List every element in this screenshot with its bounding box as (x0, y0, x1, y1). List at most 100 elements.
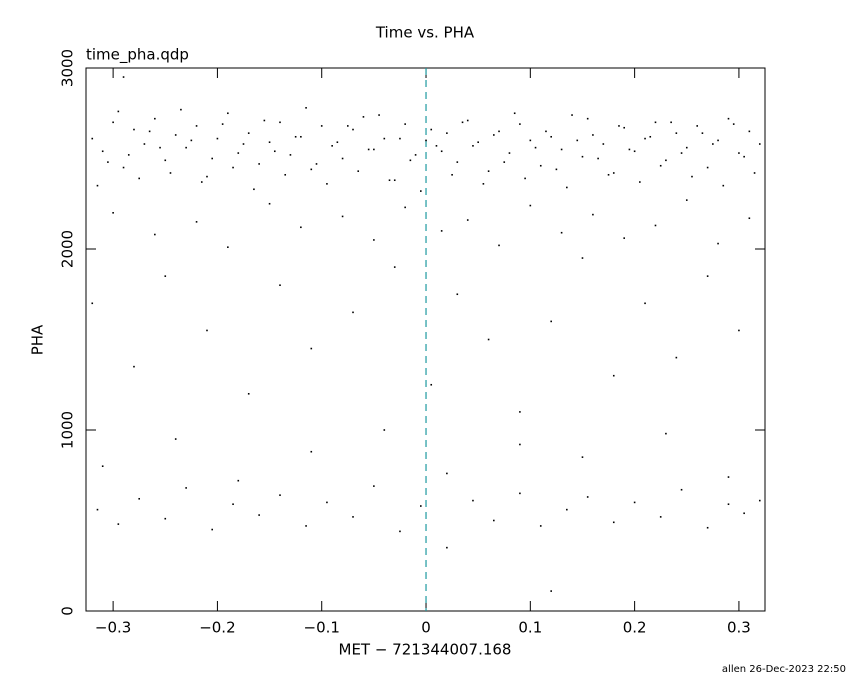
point (571, 114, 573, 116)
point (498, 244, 500, 247)
point (300, 135, 302, 138)
y-axis-label: PHA (29, 324, 47, 355)
point (352, 516, 354, 518)
point (519, 443, 521, 446)
point (503, 161, 506, 163)
point (383, 137, 386, 140)
point (185, 146, 187, 149)
point (748, 217, 751, 220)
point (534, 146, 537, 149)
point (440, 150, 443, 153)
point (477, 141, 479, 144)
point (378, 114, 380, 116)
y-tick-label: 1000 (59, 411, 77, 449)
point (706, 275, 709, 277)
point (148, 130, 151, 133)
point (612, 374, 615, 377)
point (284, 173, 287, 176)
point (310, 168, 313, 171)
point (487, 338, 490, 341)
point (581, 155, 584, 158)
point (133, 365, 135, 368)
point (232, 166, 234, 169)
point (623, 126, 625, 129)
point (399, 530, 401, 533)
point (550, 590, 552, 592)
point (221, 123, 224, 125)
point (310, 450, 313, 453)
point (461, 121, 464, 124)
point (758, 499, 761, 502)
x-axis-label: MET − 721344007.168 (339, 641, 512, 659)
point (482, 183, 485, 185)
point (446, 472, 448, 475)
point (659, 516, 662, 518)
point (581, 257, 584, 259)
point (586, 117, 589, 120)
point (440, 230, 443, 232)
point (727, 476, 730, 478)
point (550, 135, 552, 138)
point (268, 202, 271, 205)
point (237, 152, 240, 154)
point (117, 523, 120, 525)
point (675, 356, 678, 359)
point (273, 150, 276, 153)
y-tick-label: 2000 (59, 230, 77, 268)
point (127, 154, 130, 156)
point (117, 110, 120, 113)
point (519, 492, 521, 495)
point (592, 213, 594, 216)
point (623, 237, 625, 239)
point (180, 108, 182, 111)
point (373, 485, 375, 487)
point (216, 137, 219, 140)
point (420, 505, 422, 507)
point (279, 284, 281, 286)
point (388, 179, 391, 182)
point (143, 143, 146, 145)
point (717, 242, 719, 245)
point (357, 170, 360, 172)
point (435, 145, 438, 147)
x-tick-label: 0.1 (518, 619, 542, 637)
point (644, 302, 646, 305)
point (352, 311, 354, 314)
point (493, 519, 495, 522)
point (665, 432, 667, 435)
point (346, 125, 349, 127)
point (237, 479, 240, 482)
point (576, 139, 579, 142)
point (258, 163, 260, 165)
point (263, 119, 266, 122)
point (446, 132, 448, 134)
point (185, 487, 187, 489)
point (352, 128, 354, 131)
point (566, 186, 568, 189)
point (289, 154, 292, 156)
point (493, 134, 495, 136)
point (247, 132, 250, 134)
point (341, 215, 344, 218)
point (91, 302, 94, 305)
point (326, 183, 328, 185)
point (712, 143, 714, 145)
point (743, 155, 745, 158)
point (133, 128, 135, 131)
point (310, 347, 313, 350)
annotation: time_pha.qdp (86, 46, 189, 65)
point (618, 125, 620, 127)
point (524, 177, 526, 180)
point (685, 146, 688, 149)
point (466, 219, 469, 221)
point (373, 148, 375, 151)
x-tick-label: 0 (421, 619, 431, 637)
point (320, 125, 323, 127)
point (138, 177, 140, 180)
point (305, 525, 307, 527)
point (519, 123, 521, 125)
point (555, 168, 558, 171)
point (420, 190, 422, 192)
point (508, 152, 511, 154)
point (206, 329, 208, 332)
